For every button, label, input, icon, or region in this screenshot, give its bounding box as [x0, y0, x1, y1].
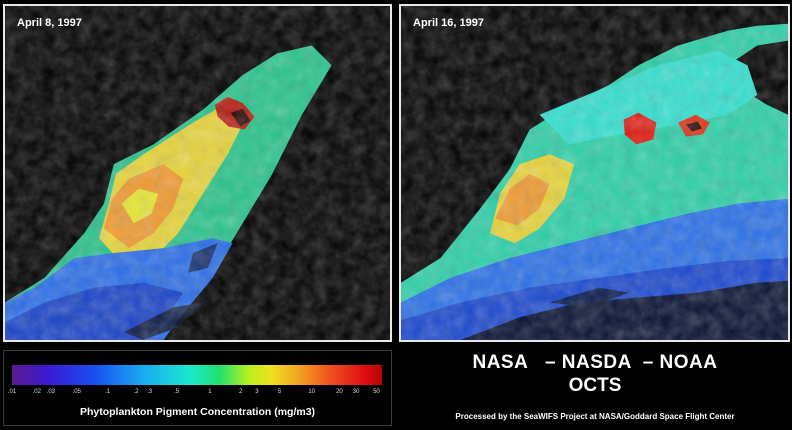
- colorbar-tick: .03: [46, 389, 56, 395]
- colorbar-tick: .5: [174, 389, 180, 395]
- agency-names: NASA – NASDA – NOAA: [472, 352, 718, 373]
- phytoplankton-map-left: [5, 6, 390, 340]
- colorbar-tick: 3: [255, 389, 259, 395]
- colorbar-tick: 30: [352, 389, 360, 395]
- satellite-image-april-16: April 16, 1997: [399, 4, 790, 342]
- colorbar-tick: 10: [308, 389, 316, 395]
- legend-title: Phytoplankton Pigment Concentration (mg/…: [79, 406, 316, 418]
- sensor-name: OCTS: [568, 375, 622, 396]
- processing-credit: Processed by the SeaWIFS Project at NASA…: [455, 412, 735, 421]
- satellite-image-april-8: April 8, 1997: [3, 4, 392, 342]
- colorbar-tick-labels: .01 .02 .03 .05 .1 .2 .3 .5 1 2 3 5 10 2…: [8, 389, 382, 399]
- panel-date-label: April 16, 1997: [413, 17, 484, 29]
- concentration-colorbar: [12, 365, 382, 385]
- colorbar-tick: .05: [72, 389, 81, 395]
- colorbar-tick: .3: [147, 389, 153, 395]
- colorbar-tick: 2: [238, 389, 243, 395]
- colorbar-tick: 50: [373, 389, 380, 395]
- colorbar-tick: .2: [133, 389, 139, 395]
- colorbar-tick: .02: [32, 389, 41, 395]
- panel-date-label: April 8, 1997: [17, 17, 82, 29]
- colorbar-tick: .01: [7, 389, 17, 395]
- color-scale-legend: .01 .02 .03 .05 .1 .2 .3 .5 1 2 3 5 10 2…: [3, 350, 392, 426]
- colorbar-tick: .1: [104, 389, 110, 395]
- phytoplankton-map-right: [401, 6, 788, 340]
- colorbar-tick: 5: [277, 389, 282, 395]
- colorbar-tick: 20: [336, 389, 343, 395]
- colorbar-tick: 1: [208, 389, 212, 395]
